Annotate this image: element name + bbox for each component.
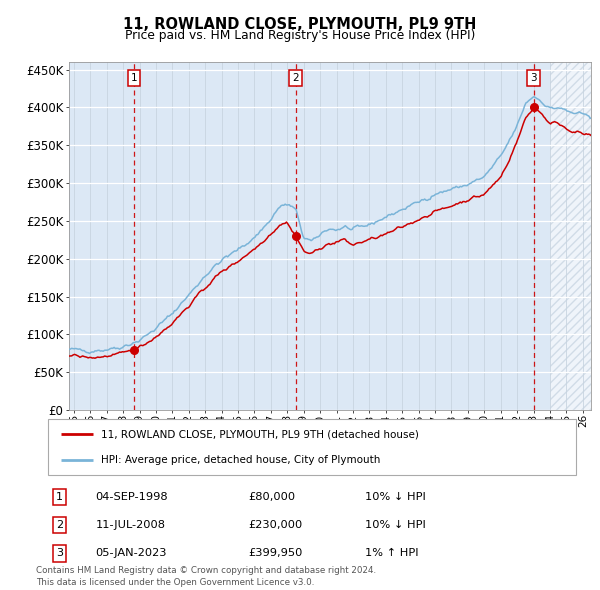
Text: 1% ↑ HPI: 1% ↑ HPI (365, 549, 418, 558)
Text: £399,950: £399,950 (248, 549, 303, 558)
Text: 3: 3 (56, 549, 63, 558)
Text: 2: 2 (292, 73, 299, 83)
Text: Price paid vs. HM Land Registry's House Price Index (HPI): Price paid vs. HM Land Registry's House … (125, 30, 475, 42)
Text: 10% ↓ HPI: 10% ↓ HPI (365, 520, 425, 530)
Text: HPI: Average price, detached house, City of Plymouth: HPI: Average price, detached house, City… (101, 455, 380, 465)
Text: 11, ROWLAND CLOSE, PLYMOUTH, PL9 9TH: 11, ROWLAND CLOSE, PLYMOUTH, PL9 9TH (124, 17, 476, 31)
Text: 1: 1 (131, 73, 137, 83)
Text: £80,000: £80,000 (248, 492, 296, 502)
Text: 2: 2 (56, 520, 63, 530)
Text: 1: 1 (56, 492, 63, 502)
Text: 11, ROWLAND CLOSE, PLYMOUTH, PL9 9TH (detached house): 11, ROWLAND CLOSE, PLYMOUTH, PL9 9TH (de… (101, 429, 419, 439)
Text: 3: 3 (530, 73, 537, 83)
Text: 11-JUL-2008: 11-JUL-2008 (95, 520, 166, 530)
Text: 04-SEP-1998: 04-SEP-1998 (95, 492, 168, 502)
Text: 05-JAN-2023: 05-JAN-2023 (95, 549, 167, 558)
Text: Contains HM Land Registry data © Crown copyright and database right 2024.
This d: Contains HM Land Registry data © Crown c… (36, 566, 376, 587)
Text: 10% ↓ HPI: 10% ↓ HPI (365, 492, 425, 502)
FancyBboxPatch shape (48, 419, 576, 475)
Text: £230,000: £230,000 (248, 520, 303, 530)
